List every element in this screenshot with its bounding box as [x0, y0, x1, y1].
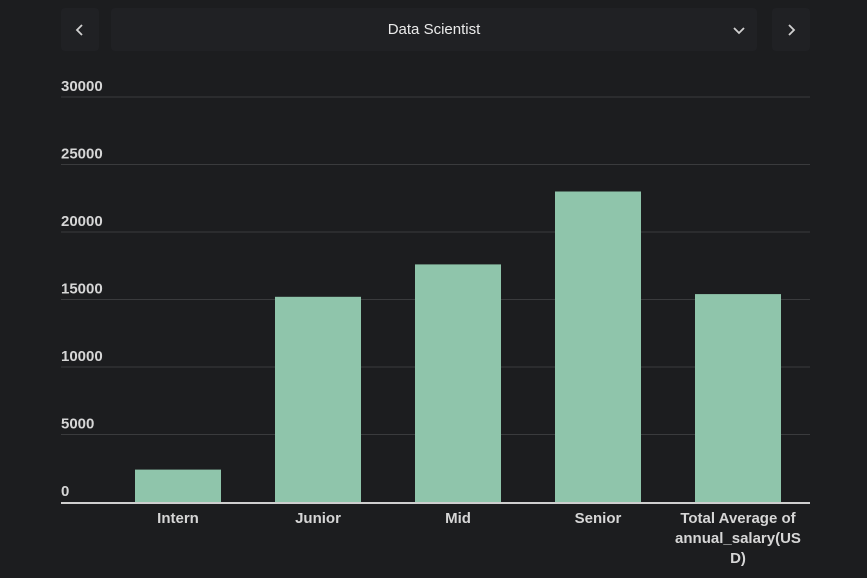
selector-value: Data Scientist	[387, 21, 481, 38]
role-selector[interactable]: Data Scientist	[111, 8, 757, 51]
x-tick-label-line: Mid	[445, 510, 471, 527]
x-tick-label-line: Total Average of	[680, 510, 796, 527]
bar	[135, 469, 221, 502]
bar	[695, 294, 781, 502]
chevron-down-icon	[733, 27, 745, 35]
y-tick-label: 0	[61, 483, 69, 500]
y-tick-label: 5000	[61, 416, 94, 433]
x-tick-label-line: Senior	[575, 510, 622, 527]
next-button[interactable]	[772, 8, 810, 51]
x-tick-label-line: annual_salary(US	[675, 530, 801, 547]
y-tick-label: 30000	[61, 78, 103, 95]
x-tick-label: Mid	[445, 510, 471, 527]
x-tick-label: Junior	[295, 510, 341, 527]
bar	[555, 191, 641, 502]
bar	[275, 296, 361, 502]
bar	[415, 264, 501, 502]
toolbar: Data Scientist	[61, 8, 810, 51]
previous-button[interactable]	[61, 8, 99, 51]
y-tick-label: 20000	[61, 213, 103, 230]
x-tick-label-line: Intern	[157, 510, 199, 527]
x-tick-label-line: Junior	[295, 510, 341, 527]
x-tick-label: Senior	[575, 510, 622, 527]
x-tick-label-line: D)	[730, 550, 746, 567]
y-tick-label: 25000	[61, 146, 103, 163]
y-tick-label: 15000	[61, 281, 103, 298]
chevron-left-icon	[75, 23, 83, 36]
y-tick-label: 10000	[61, 348, 103, 365]
chevron-right-icon	[788, 23, 796, 36]
x-tick-label: Total Average of annual_salary(US D)	[675, 510, 801, 567]
x-tick-label: Intern	[157, 510, 199, 527]
